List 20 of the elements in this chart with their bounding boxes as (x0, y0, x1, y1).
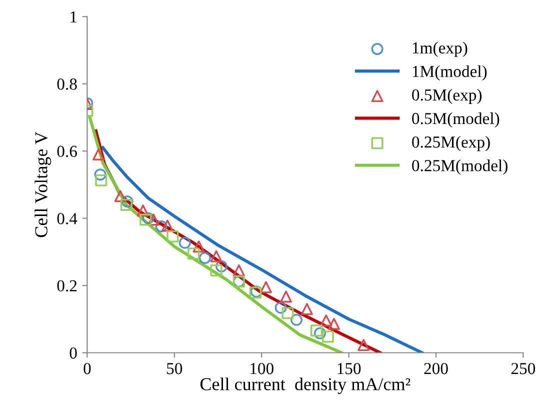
legend-label: 0.25M(model) (412, 160, 508, 175)
y-tick-label: 0 (70, 347, 77, 359)
y-tick-label: 1 (70, 11, 76, 22)
x-tick-label: 0 (84, 362, 91, 374)
legend-label: 0.5M(exp) (412, 88, 482, 104)
y-tick-label: 0.4 (57, 212, 78, 224)
x-tick-label: 250 (511, 362, 536, 374)
y-axis-title: Cell Voltage V (34, 132, 52, 238)
y-tick-label: 0.8 (57, 78, 77, 90)
legend-label: 1m(exp) (412, 42, 468, 57)
x-tick-label: 100 (250, 362, 274, 374)
legend-label: 0.5M(model) (412, 112, 500, 128)
x-tick-label: 200 (424, 362, 448, 374)
x-tick-label: 50 (167, 362, 182, 374)
y-tick-label: 0.6 (57, 146, 77, 158)
y-tick-label: 0.2 (57, 280, 77, 292)
x-axis-title: Cell current density mA/cm² (200, 378, 410, 394)
legend-label: 0.25M(exp) (412, 136, 490, 152)
x-tick-label: 150 (338, 362, 361, 374)
legend-label: 1M(model) (412, 65, 487, 80)
